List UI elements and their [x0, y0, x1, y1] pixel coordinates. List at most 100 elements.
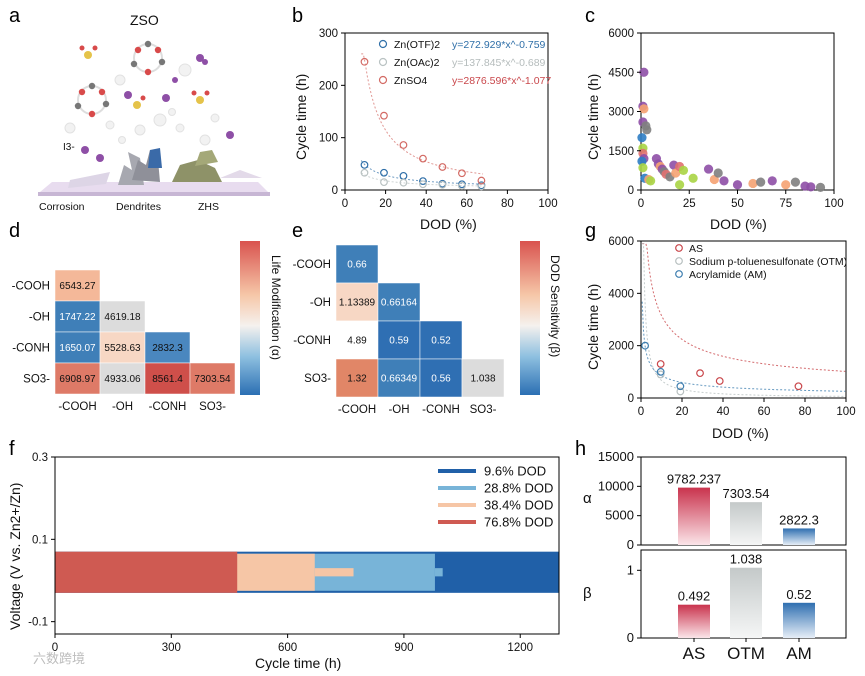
chart-g-xtick-label: 100	[836, 406, 855, 418]
heatmap-d-cell	[99, 300, 146, 333]
heatmap-e-cell-value: 0.66	[347, 260, 367, 271]
chart-b-point	[399, 171, 408, 180]
heatmap-e-cell-value: 1.13389	[339, 298, 376, 309]
chart-f-band-3	[55, 551, 238, 593]
chart-b-point	[419, 180, 427, 189]
heatmap-e-cell-value: 1.038	[470, 374, 495, 385]
chart-c-ylabel: Cycle time (h)	[585, 74, 601, 160]
heatmap-e-cell-value: 0.66164	[381, 298, 418, 309]
chart-g-points	[641, 341, 803, 396]
heatmap-d-row-label: -CONH	[12, 343, 50, 355]
chart-g-point	[656, 370, 665, 379]
heatmap-e-cell	[335, 320, 379, 360]
chart-h-bar-label: 7303.54	[723, 486, 770, 501]
chart-f-frame	[54, 456, 560, 635]
heatmap-e: 0.66 1.13389 0.66164 4.89 0.59 0.52 1.32 0.6634…	[293, 241, 562, 416]
chart-f-xtick-label: 600	[278, 642, 297, 654]
heatmap-e-row-label: -OH	[310, 297, 331, 309]
chart-f-ytick-label: -0.1	[28, 617, 48, 629]
heatmap-e-row-labels: -COOH -OH -CONH SO3-	[293, 259, 332, 385]
heatmap-d-cell-value: 4933.06	[104, 374, 141, 385]
heatmap-d-cell	[189, 362, 236, 395]
chart-g-point	[715, 377, 724, 385]
chart-c-xtick-label: 100	[824, 198, 843, 210]
label-dendrites: Dendrites	[116, 201, 161, 213]
watermark-text: 六数跨境	[33, 651, 85, 666]
chart-g-ytick-label: 2000	[608, 341, 634, 353]
chart-b-point	[360, 57, 369, 66]
chart-h-xtick-label: AS	[683, 644, 706, 663]
heatmap-d-col-labels: -COOH -OH -CONH SO3-	[58, 401, 226, 413]
chart-c-point	[767, 176, 777, 186]
chart-c-point	[815, 182, 826, 192]
chart-c-point	[756, 177, 766, 187]
heatmap-d-col-label: SO3-	[199, 401, 226, 413]
chart-b-xtick-label: 0	[342, 198, 348, 210]
chart-b-ylabel: Cycle time (h)	[293, 74, 309, 160]
chart-f-legend-label: 76.8% DOD	[484, 515, 553, 530]
panel-label-c: c	[585, 5, 595, 27]
chart-g-xtick-label: 40	[717, 406, 730, 418]
heatmap-e-cell-value: 0.59	[389, 336, 409, 347]
chart-h-ytick-label: 0	[627, 537, 634, 552]
chart-f-xtick-label: 300	[162, 642, 181, 654]
chart-g-x-ticks: 0 20 40 60 80 100	[638, 398, 856, 418]
chart-b-point	[458, 169, 466, 178]
legend-fit-otf: y=272.929*x^-0.759	[452, 39, 546, 51]
chart-f-legend-swatch	[438, 520, 476, 524]
chart-c-xlabel: DOD (%)	[710, 216, 767, 232]
heatmap-e-cell-value: 0.52	[431, 336, 451, 347]
panel-label-g: g	[585, 220, 596, 242]
chart-g-xtick-label: 20	[676, 406, 689, 418]
heatmap-e-cell	[461, 358, 505, 398]
chart-h-bar	[678, 604, 710, 638]
chart-b: 0 20 40 60 80 100 0 100 200 300 DOD (%) Cycle ti…	[293, 28, 558, 232]
zinc-ions	[81, 54, 234, 162]
legend-fit-so4: y=2876.596*x^-1.077	[452, 75, 551, 87]
chart-b-xtick-label: 40	[420, 198, 433, 210]
chart-h-xtick-label: AM	[786, 644, 812, 663]
heatmap-d-cell-value: 6543.27	[59, 281, 96, 292]
legend-fit-oac: y=137.845*x^-0.689	[452, 57, 546, 69]
chart-g-xlabel: DOD (%)	[712, 425, 769, 441]
bubbles	[64, 63, 220, 146]
chart-g-xtick-label: 0	[638, 406, 644, 418]
chart-g-ytick-label: 0	[628, 393, 634, 405]
chart-b-point	[419, 154, 427, 163]
chart-c-xtick-label: 75	[779, 198, 792, 210]
heatmap-d-row-labels: -COOH -OH -CONH SO3-	[12, 281, 51, 386]
chart-c-point	[713, 168, 723, 178]
chart-b-point	[380, 178, 388, 187]
chart-h-bar	[678, 487, 710, 545]
legend-label-as: AS	[689, 243, 703, 255]
panel-label-f: f	[9, 438, 15, 460]
chart-b-point	[419, 177, 427, 186]
chart-b-point	[438, 180, 447, 189]
chart-b-ytick-label: 0	[332, 185, 338, 197]
legend-label-so4: ZnSO4	[394, 75, 427, 87]
schematic-panel-a: ZSO	[38, 12, 270, 213]
legend-marker-oac	[378, 57, 388, 67]
chart-g-ylabel: Cycle time (h)	[585, 284, 601, 370]
chart-c-xtick-label: 25	[683, 198, 696, 210]
heatmap-e-row-label: -COOH	[293, 259, 331, 271]
chart-b-xtick-label: 20	[379, 198, 392, 210]
heatmap-d-colorbar-label: Life Modification (α)	[269, 255, 283, 360]
heatmap-d-cell	[99, 362, 146, 395]
chart-b-xlabel: DOD (%)	[420, 216, 477, 232]
heatmap-d-cell-value: 7303.54	[194, 374, 231, 385]
chart-g-point	[676, 387, 685, 396]
heatmap-d-col-label: -COOH	[58, 401, 96, 413]
chart-h-y-ticks: 0 5000 10000 15000 0 1	[598, 449, 641, 645]
chart-h-bar	[783, 602, 815, 638]
chart-b-ytick-label: 200	[319, 80, 338, 92]
chart-c-x-ticks: 0 25 50 75 100	[638, 190, 844, 210]
chart-f-voltage-bands	[55, 551, 559, 593]
chart-f-legend-swatch	[438, 469, 476, 473]
chart-b-fit-curves	[360, 53, 484, 187]
heatmap-d-row-label: SO3-	[23, 374, 50, 386]
chart-c-point	[806, 182, 816, 192]
chart-g-ytick-label: 4000	[608, 288, 634, 300]
heatmap-d-cells: 6543.27 1747.22 4619.18 1650.07 5528.63 2832.…	[54, 269, 236, 395]
chart-g: 0 20 40 60 80 100 0 2000 4000 6000 DOD (%) Cycle…	[585, 236, 856, 441]
